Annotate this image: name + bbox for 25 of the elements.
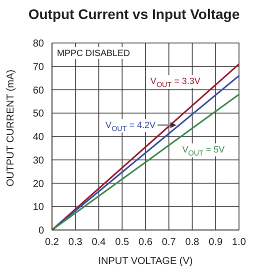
series-label: V$_{OUT}$ = 5V: [182, 144, 225, 158]
y-axis-title: OUTPUT CURRENT (mA): [6, 70, 17, 186]
y-tick-label: 70: [32, 62, 44, 73]
series-label: V$_{OUT}$ = 3.3V: [150, 76, 200, 90]
x-tick-label: 0.6: [138, 237, 153, 248]
x-tick-label: 1.0: [232, 237, 246, 248]
annotation: MPPC DISABLED: [57, 48, 131, 58]
chart-title: Output Current vs Input Voltage: [27, 6, 241, 22]
y-tick-label: 40: [32, 132, 44, 144]
y-tick-label: 80: [32, 38, 44, 50]
x-tick-label: 0.9: [208, 237, 224, 248]
y-tick-label: 30: [32, 155, 44, 166]
series-label: V$_{OUT}$ = 4.2V: [106, 120, 156, 134]
y-tick-label: 20: [32, 178, 44, 190]
y-tick-label: 60: [32, 85, 44, 96]
x-tick-label: 0.7: [162, 237, 176, 248]
x-tick-label: 0.5: [115, 237, 130, 248]
x-tick-label: 0.2: [45, 237, 60, 248]
y-tick-label: 10: [32, 202, 44, 214]
x-tick-label: 0.4: [92, 237, 106, 248]
y-tick-label: 50: [32, 108, 44, 120]
y-tick-label: 0: [38, 226, 44, 237]
x-tick-label: 0.3: [68, 237, 83, 248]
x-axis-title: INPUT VOLTAGE (V): [98, 256, 193, 267]
x-tick-label: 0.8: [185, 237, 200, 248]
